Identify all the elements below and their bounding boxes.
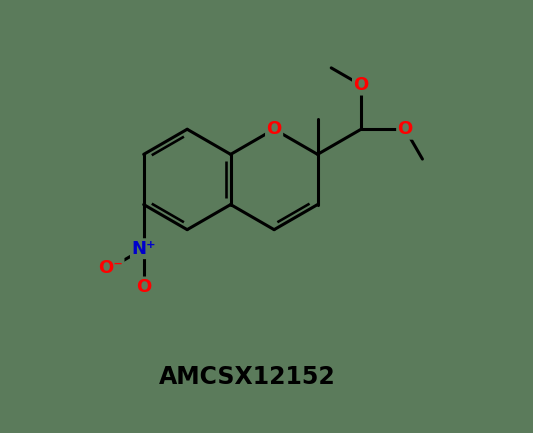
Text: O: O <box>353 76 369 94</box>
Text: AMCSX12152: AMCSX12152 <box>159 365 336 389</box>
Text: O: O <box>136 278 151 296</box>
Text: O: O <box>266 120 282 138</box>
Text: O: O <box>398 120 413 138</box>
Text: N⁺: N⁺ <box>132 240 156 258</box>
Text: O⁻: O⁻ <box>98 259 123 277</box>
